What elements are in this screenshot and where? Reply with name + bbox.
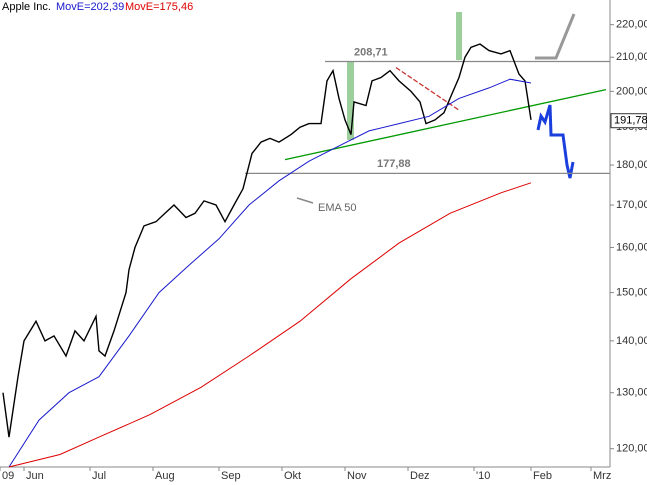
y-tick-label: 210,00	[616, 51, 647, 63]
x-tick-label: Mrz	[593, 470, 611, 482]
annotation: EMA 50	[318, 202, 357, 214]
level-label: 177,88	[377, 158, 411, 170]
y-tick-label: 150,00	[616, 287, 647, 299]
annotation-arrow	[296, 197, 314, 204]
y-tick-label: 120,00	[616, 443, 647, 455]
blue-arrow	[536, 104, 575, 179]
highlight	[347, 62, 354, 140]
legend-entry: MovE=202,39	[56, 1, 124, 13]
x-tick-label: Okt	[284, 470, 301, 482]
x-tick-label: Dez	[410, 470, 430, 482]
gray-arrow	[535, 13, 576, 60]
legend-entry: MovE=175,46	[125, 1, 193, 13]
y-tick-label: 220,00	[616, 19, 647, 31]
x-tick-label: Jun	[26, 470, 44, 482]
x-tick-label: Nov	[347, 470, 367, 482]
price-tag-label: 191,78	[614, 115, 647, 127]
x-tick-label: '10	[476, 470, 490, 482]
y-tick-label: 180,00	[616, 159, 647, 171]
y-tick-label: 130,00	[616, 387, 647, 399]
ema-line	[8, 182, 532, 468]
highlight	[456, 12, 462, 60]
x-tick-label: Aug	[155, 470, 175, 482]
y-tick-label: 170,00	[616, 199, 647, 211]
level-label: 208,71	[354, 46, 388, 58]
trendline	[284, 88, 607, 161]
x-tick-label: 09	[2, 470, 14, 482]
legend-title: Apple Inc.	[2, 1, 51, 13]
y-tick-label: 200,00	[616, 85, 647, 97]
x-tick-label: Sep	[221, 470, 241, 482]
legend: Apple Inc. MovE=202,39 MovE=175,46	[2, 1, 193, 13]
y-tick-label: 160,00	[616, 241, 647, 253]
price-line	[2, 43, 532, 438]
y-tick-label: 140,00	[616, 335, 647, 347]
price-tag	[610, 113, 647, 129]
ema-line	[8, 78, 532, 468]
x-tick-label: Jul	[92, 470, 106, 482]
x-tick-label: Feb	[533, 470, 552, 482]
